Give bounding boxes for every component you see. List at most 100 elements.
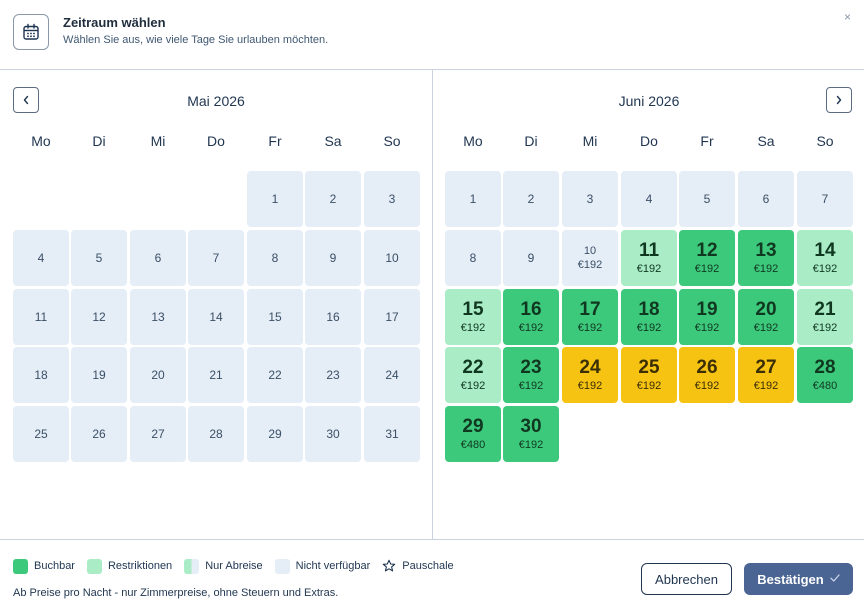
day-cell[interactable]: 14 €192	[797, 230, 853, 286]
day-cell: 9	[305, 230, 361, 286]
star-icon	[383, 559, 396, 572]
day-cell: 8	[247, 230, 303, 286]
day-number: 14	[814, 240, 836, 261]
day-number: 3	[586, 192, 594, 206]
day-cell[interactable]: 29 €480	[445, 406, 501, 462]
day-cell: 18	[13, 347, 69, 403]
day-price: €192	[518, 322, 544, 334]
day-number: 21	[814, 299, 836, 320]
dialog-title: Zeitraum wählen	[63, 15, 166, 30]
weekday-header: Do	[640, 133, 658, 149]
day-cell[interactable]: 27 €192	[738, 347, 794, 403]
legend-label-buchbar: Buchbar	[34, 560, 75, 572]
day-cell: 1	[445, 171, 501, 227]
cancel-button-label: Abbrechen	[655, 571, 718, 587]
legend-label-nicht-verfuegbar: Nicht verfügbar	[295, 560, 371, 572]
day-number: 9	[329, 251, 337, 265]
day-cell: 21	[188, 347, 244, 403]
weekday-header: Sa	[757, 133, 775, 149]
price-note: Ab Preise pro Nacht - nur Zimmerpreise, …	[13, 587, 339, 599]
day-cell: 3	[562, 171, 618, 227]
day-number: 10	[385, 251, 399, 265]
day-cell[interactable]: 11 €192	[621, 230, 677, 286]
day-cell: 20	[130, 347, 186, 403]
day-cell: 11	[13, 289, 69, 345]
day-cell[interactable]: 22 €192	[445, 347, 501, 403]
day-price: €192	[577, 322, 603, 334]
day-price: €192	[753, 380, 779, 392]
day-cell[interactable]: 28 €480	[797, 347, 853, 403]
day-number: 15	[268, 310, 282, 324]
day-number: 20	[755, 299, 777, 320]
day-cell: 6	[738, 171, 794, 227]
weekday-header: Fr	[268, 133, 282, 149]
day-cell[interactable]: 13 €192	[738, 230, 794, 286]
day-cell: 16	[305, 289, 361, 345]
day-price: €192	[460, 380, 486, 392]
weekday-header: So	[383, 133, 401, 149]
day-number: 23	[520, 357, 542, 378]
day-cell[interactable]: 12 €192	[679, 230, 735, 286]
legend-buchbar: Buchbar	[13, 558, 75, 574]
day-cell[interactable]: 17 €192	[562, 289, 618, 345]
day-price: €480	[812, 380, 838, 392]
day-price: €192	[694, 263, 720, 275]
confirm-button[interactable]: Bestätigen	[744, 563, 853, 595]
day-cell: 2	[503, 171, 559, 227]
day-cell: 26	[71, 406, 127, 462]
chevron-left-icon	[23, 95, 29, 105]
day-cell[interactable]: 18 €192	[621, 289, 677, 345]
weekday-header: Do	[207, 133, 225, 149]
prev-month-button[interactable]	[13, 87, 39, 113]
weekday-header: Sa	[324, 133, 342, 149]
day-cell[interactable]: 25 €192	[621, 347, 677, 403]
day-cell[interactable]: 16 €192	[503, 289, 559, 345]
day-cell[interactable]: 30 €192	[503, 406, 559, 462]
day-cell: 9	[503, 230, 559, 286]
day-cell: 27	[130, 406, 186, 462]
dialog-header: Zeitraum wählen Wählen Sie aus, wie viel…	[0, 0, 864, 70]
next-month-button[interactable]	[826, 87, 852, 113]
day-cell: 2	[305, 171, 361, 227]
day-number: 2	[329, 192, 337, 206]
day-number: 11	[34, 310, 48, 324]
legend-swatch-nur-abreise	[184, 558, 200, 574]
day-price: €192	[694, 380, 720, 392]
day-cell[interactable]: 20 €192	[738, 289, 794, 345]
day-number: 17	[385, 310, 399, 324]
day-cell: 5	[71, 230, 127, 286]
day-number: 10	[583, 245, 597, 257]
day-cell[interactable]: 21 €192	[797, 289, 853, 345]
weekday-header: Di	[524, 133, 538, 149]
weekday-header: Mo	[463, 133, 483, 149]
legend: Buchbar Restriktionen Nur Abreise Nicht …	[13, 558, 466, 574]
day-number: 6	[762, 192, 770, 206]
day-number: 31	[385, 427, 399, 441]
close-icon[interactable]: ×	[844, 10, 852, 24]
day-number: 13	[755, 240, 777, 261]
day-cell[interactable]: 23 €192	[503, 347, 559, 403]
cancel-button[interactable]: Abbrechen	[641, 563, 732, 595]
day-cell[interactable]: 26 €192	[679, 347, 735, 403]
check-icon	[830, 573, 840, 585]
day-number: 30	[326, 427, 340, 441]
day-number: 16	[326, 310, 340, 324]
confirm-button-label: Bestätigen	[757, 571, 824, 587]
day-cell[interactable]: 19 €192	[679, 289, 735, 345]
day-number: 11	[638, 240, 660, 261]
day-cell: 10	[364, 230, 420, 286]
weekday-header: So	[816, 133, 834, 149]
day-number: 5	[95, 251, 103, 265]
day-number: 8	[469, 251, 477, 265]
day-cell: 1	[247, 171, 303, 227]
day-cell[interactable]: 15 €192	[445, 289, 501, 345]
day-price: €192	[577, 380, 603, 392]
day-cell[interactable]: 24 €192	[562, 347, 618, 403]
day-number: 7	[212, 251, 220, 265]
weekday-header: Mo	[31, 133, 51, 149]
weekday-header: Mi	[150, 133, 166, 149]
day-number: 12	[696, 240, 718, 261]
day-cell: 7	[797, 171, 853, 227]
day-price: €192	[636, 263, 662, 275]
day-price: €192	[518, 439, 544, 451]
